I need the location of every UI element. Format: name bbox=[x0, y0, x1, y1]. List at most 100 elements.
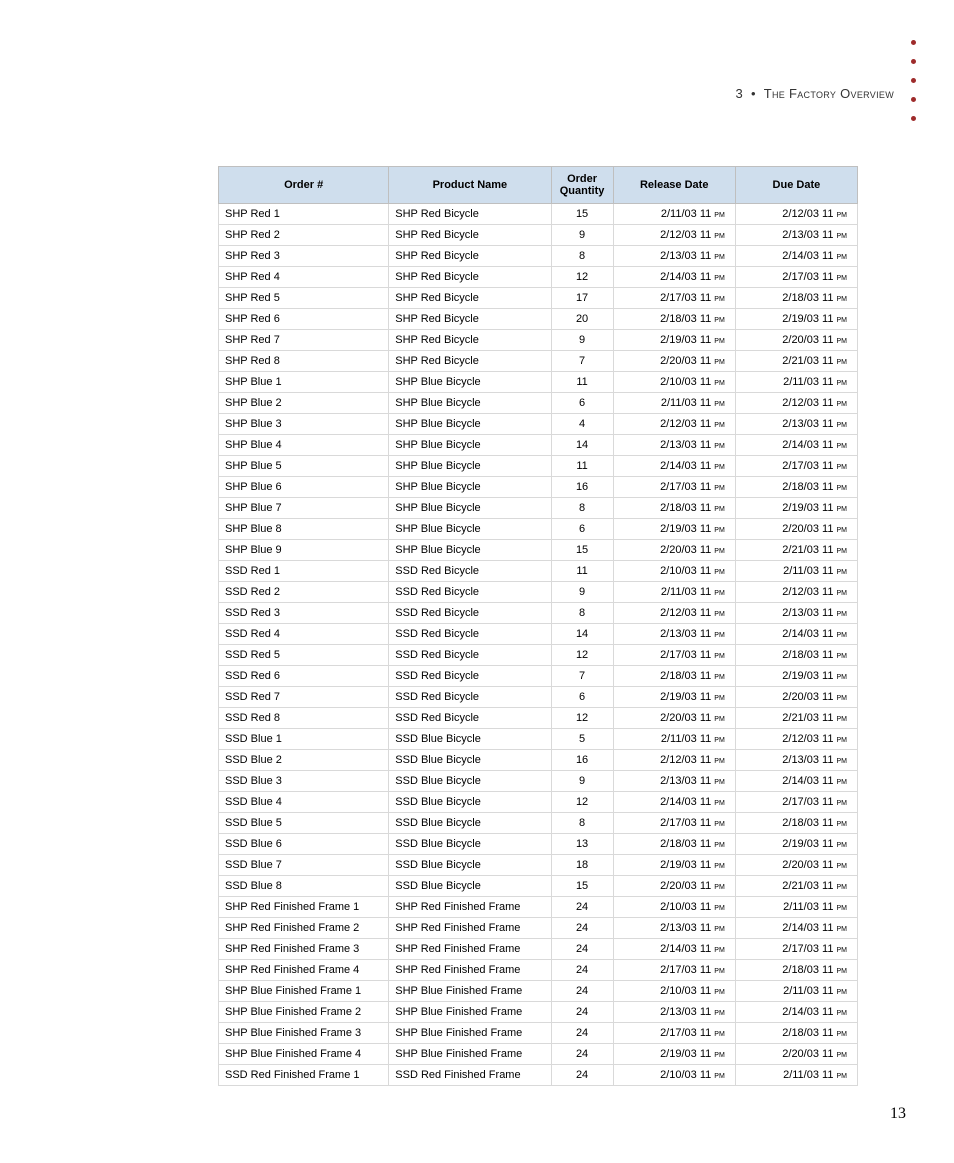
table-body: SHP Red 1SHP Red Bicycle152/11/03 11 pm2… bbox=[219, 204, 858, 1086]
cell-release-date: 2/20/03 11 pm bbox=[613, 876, 735, 897]
table-row: SHP Blue 9SHP Blue Bicycle152/20/03 11 p… bbox=[219, 540, 858, 561]
cell-quantity: 15 bbox=[551, 876, 613, 897]
cell-quantity: 24 bbox=[551, 960, 613, 981]
cell-release-date: 2/13/03 11 pm bbox=[613, 435, 735, 456]
cell-order: SSD Red 3 bbox=[219, 603, 389, 624]
cell-product: SSD Blue Bicycle bbox=[389, 771, 551, 792]
table-row: SHP Blue 3SHP Blue Bicycle42/12/03 11 pm… bbox=[219, 414, 858, 435]
cell-quantity: 12 bbox=[551, 708, 613, 729]
cell-product: SSD Blue Bicycle bbox=[389, 834, 551, 855]
cell-order: SSD Blue 3 bbox=[219, 771, 389, 792]
cell-quantity: 13 bbox=[551, 834, 613, 855]
cell-order: SHP Blue 8 bbox=[219, 519, 389, 540]
cell-quantity: 18 bbox=[551, 855, 613, 876]
cell-release-date: 2/10/03 11 pm bbox=[613, 981, 735, 1002]
cell-product: SHP Red Finished Frame bbox=[389, 918, 551, 939]
table-row: SSD Blue 5SSD Blue Bicycle82/17/03 11 pm… bbox=[219, 813, 858, 834]
cell-release-date: 2/17/03 11 pm bbox=[613, 960, 735, 981]
cell-due-date: 2/18/03 11 pm bbox=[735, 477, 857, 498]
cell-due-date: 2/12/03 11 pm bbox=[735, 582, 857, 603]
cell-quantity: 24 bbox=[551, 981, 613, 1002]
cell-product: SHP Red Finished Frame bbox=[389, 939, 551, 960]
orders-table-container: Order # Product Name Order Quantity Rele… bbox=[218, 166, 858, 1086]
cell-order: SHP Blue 5 bbox=[219, 456, 389, 477]
cell-release-date: 2/17/03 11 pm bbox=[613, 645, 735, 666]
header-separator: • bbox=[751, 86, 756, 101]
cell-order: SHP Red Finished Frame 3 bbox=[219, 939, 389, 960]
cell-quantity: 24 bbox=[551, 939, 613, 960]
cell-product: SHP Red Bicycle bbox=[389, 267, 551, 288]
table-row: SHP Blue 7SHP Blue Bicycle82/18/03 11 pm… bbox=[219, 498, 858, 519]
table-row: SSD Red 4SSD Red Bicycle142/13/03 11 pm2… bbox=[219, 624, 858, 645]
cell-release-date: 2/14/03 11 pm bbox=[613, 267, 735, 288]
cell-quantity: 15 bbox=[551, 204, 613, 225]
cell-product: SHP Red Bicycle bbox=[389, 351, 551, 372]
table-row: SHP Blue Finished Frame 3SHP Blue Finish… bbox=[219, 1023, 858, 1044]
table-row: SHP Blue 6SHP Blue Bicycle162/17/03 11 p… bbox=[219, 477, 858, 498]
cell-due-date: 2/14/03 11 pm bbox=[735, 246, 857, 267]
cell-quantity: 8 bbox=[551, 498, 613, 519]
cell-quantity: 9 bbox=[551, 771, 613, 792]
cell-due-date: 2/17/03 11 pm bbox=[735, 267, 857, 288]
cell-due-date: 2/12/03 11 pm bbox=[735, 204, 857, 225]
cell-order: SSD Blue 4 bbox=[219, 792, 389, 813]
cell-product: SHP Red Bicycle bbox=[389, 330, 551, 351]
table-row: SHP Blue 1SHP Blue Bicycle112/10/03 11 p… bbox=[219, 372, 858, 393]
cell-release-date: 2/18/03 11 pm bbox=[613, 498, 735, 519]
cell-release-date: 2/19/03 11 pm bbox=[613, 1044, 735, 1065]
cell-order: SHP Blue Finished Frame 2 bbox=[219, 1002, 389, 1023]
col-header-due: Due Date bbox=[735, 167, 857, 204]
cell-quantity: 7 bbox=[551, 666, 613, 687]
cell-quantity: 12 bbox=[551, 792, 613, 813]
cell-order: SHP Blue 2 bbox=[219, 393, 389, 414]
cell-quantity: 4 bbox=[551, 414, 613, 435]
table-row: SHP Blue 2SHP Blue Bicycle62/11/03 11 pm… bbox=[219, 393, 858, 414]
cell-release-date: 2/18/03 11 pm bbox=[613, 666, 735, 687]
cell-product: SHP Blue Finished Frame bbox=[389, 981, 551, 1002]
cell-product: SHP Red Finished Frame bbox=[389, 960, 551, 981]
table-row: SSD Red 7SSD Red Bicycle62/19/03 11 pm2/… bbox=[219, 687, 858, 708]
cell-quantity: 11 bbox=[551, 561, 613, 582]
cell-order: SSD Blue 1 bbox=[219, 729, 389, 750]
cell-order: SHP Blue 7 bbox=[219, 498, 389, 519]
cell-order: SHP Blue Finished Frame 4 bbox=[219, 1044, 389, 1065]
cell-product: SHP Blue Finished Frame bbox=[389, 1044, 551, 1065]
cell-quantity: 24 bbox=[551, 918, 613, 939]
cell-quantity: 9 bbox=[551, 582, 613, 603]
cell-due-date: 2/13/03 11 pm bbox=[735, 225, 857, 246]
cell-quantity: 9 bbox=[551, 225, 613, 246]
cell-product: SSD Blue Bicycle bbox=[389, 855, 551, 876]
cell-product: SHP Blue Bicycle bbox=[389, 393, 551, 414]
cell-product: SSD Red Bicycle bbox=[389, 645, 551, 666]
cell-order: SHP Red Finished Frame 4 bbox=[219, 960, 389, 981]
cell-product: SSD Red Finished Frame bbox=[389, 1065, 551, 1086]
table-row: SHP Blue 5SHP Blue Bicycle112/14/03 11 p… bbox=[219, 456, 858, 477]
cell-order: SSD Red 7 bbox=[219, 687, 389, 708]
cell-order: SHP Red 3 bbox=[219, 246, 389, 267]
cell-due-date: 2/18/03 11 pm bbox=[735, 288, 857, 309]
cell-product: SSD Red Bicycle bbox=[389, 708, 551, 729]
cell-due-date: 2/12/03 11 pm bbox=[735, 729, 857, 750]
dot-icon bbox=[911, 116, 916, 121]
cell-order: SSD Red 4 bbox=[219, 624, 389, 645]
cell-due-date: 2/18/03 11 pm bbox=[735, 960, 857, 981]
cell-product: SHP Blue Finished Frame bbox=[389, 1002, 551, 1023]
cell-release-date: 2/10/03 11 pm bbox=[613, 372, 735, 393]
table-row: SSD Blue 6SSD Blue Bicycle132/18/03 11 p… bbox=[219, 834, 858, 855]
cell-due-date: 2/20/03 11 pm bbox=[735, 1044, 857, 1065]
table-row: SSD Red 1SSD Red Bicycle112/10/03 11 pm2… bbox=[219, 561, 858, 582]
table-row: SHP Blue Finished Frame 4SHP Blue Finish… bbox=[219, 1044, 858, 1065]
table-row: SSD Red Finished Frame 1SSD Red Finished… bbox=[219, 1065, 858, 1086]
cell-order: SSD Red 8 bbox=[219, 708, 389, 729]
cell-release-date: 2/13/03 11 pm bbox=[613, 918, 735, 939]
cell-due-date: 2/21/03 11 pm bbox=[735, 351, 857, 372]
cell-product: SSD Red Bicycle bbox=[389, 687, 551, 708]
cell-release-date: 2/19/03 11 pm bbox=[613, 519, 735, 540]
table-row: SHP Red 8SHP Red Bicycle72/20/03 11 pm2/… bbox=[219, 351, 858, 372]
cell-quantity: 11 bbox=[551, 372, 613, 393]
cell-due-date: 2/11/03 11 pm bbox=[735, 1065, 857, 1086]
table-row: SHP Red 7SHP Red Bicycle92/19/03 11 pm2/… bbox=[219, 330, 858, 351]
cell-order: SHP Red 8 bbox=[219, 351, 389, 372]
table-row: SHP Red 2SHP Red Bicycle92/12/03 11 pm2/… bbox=[219, 225, 858, 246]
cell-product: SSD Red Bicycle bbox=[389, 603, 551, 624]
